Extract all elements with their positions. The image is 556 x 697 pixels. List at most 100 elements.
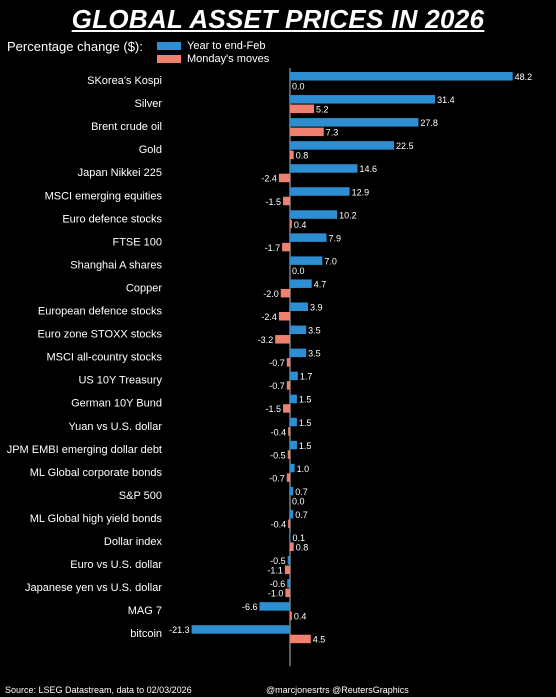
bar-year	[290, 256, 323, 265]
data-label-monday: -1.1	[267, 566, 283, 576]
data-label-year: 0.1	[292, 533, 305, 543]
category-label: Euro zone STOXX stocks	[37, 329, 162, 341]
data-label-year: -21.3	[169, 625, 190, 635]
data-label-monday: -2.4	[261, 174, 277, 184]
data-label-monday: -0.7	[269, 381, 285, 391]
data-label-year: 48.2	[515, 72, 533, 82]
bar-year	[290, 187, 350, 196]
bar-year	[290, 371, 298, 381]
category-label: German 10Y Bund	[71, 398, 162, 410]
bar-monday	[290, 634, 311, 644]
data-label-monday: 0.4	[294, 220, 307, 230]
bar-monday	[290, 611, 292, 621]
data-label-monday: 5.2	[316, 105, 329, 115]
data-label-monday: 7.3	[326, 128, 339, 138]
legend-swatch-monday	[157, 55, 181, 64]
data-label-year: 1.5	[299, 418, 312, 428]
category-label: Copper	[126, 282, 162, 294]
source-note: Source: LSEG Datastream, data to 02/03/2…	[5, 685, 192, 695]
data-label-year: -0.5	[270, 556, 286, 566]
bar-monday	[290, 150, 294, 160]
data-label-year: -0.6	[270, 579, 286, 589]
category-label: S&P 500	[119, 490, 162, 502]
data-label-year: 3.9	[310, 303, 323, 313]
category-label: Japanese yen vs U.S. dollar	[25, 582, 162, 594]
bar-monday	[286, 358, 290, 367]
bar-monday	[280, 288, 290, 298]
category-label: Japan Nikkei 225	[78, 167, 162, 179]
chart-subtitle: Percentage change ($):	[7, 39, 143, 54]
data-label-year: 27.8	[420, 118, 438, 128]
data-label-monday: -0.7	[269, 473, 285, 483]
bar-monday	[290, 104, 315, 114]
bar-year	[290, 72, 513, 81]
data-label-monday: -2.0	[263, 289, 279, 299]
category-label: Shanghai A shares	[70, 259, 162, 271]
data-label-monday: -1.5	[266, 404, 282, 414]
bar-monday	[286, 473, 290, 482]
bar-year	[259, 602, 290, 611]
category-label: Gold	[139, 144, 162, 156]
data-label-monday: -0.4	[271, 427, 287, 437]
data-label-year: 10.2	[339, 210, 357, 220]
category-label: Euro vs U.S. dollar	[70, 559, 162, 571]
bar-year	[290, 440, 297, 450]
bar-year	[290, 233, 327, 242]
data-label-monday: 0.4	[294, 612, 307, 622]
legend-label-year: Year to end-Feb	[187, 40, 266, 52]
data-label-monday: -1.7	[265, 243, 281, 253]
data-label-monday: 4.5	[313, 635, 326, 645]
data-label-monday: -2.4	[261, 312, 277, 322]
data-label-monday: -0.4	[271, 519, 287, 529]
bar-year	[290, 325, 307, 335]
data-label-year: 3.5	[308, 326, 321, 336]
data-label-year: 1.5	[299, 395, 312, 405]
data-label-year: 1.0	[297, 464, 310, 474]
legend-item-year: Year to end-Feb	[157, 40, 265, 52]
bar-year	[290, 95, 436, 104]
data-label-monday: -1.5	[266, 197, 282, 207]
bar-monday	[285, 588, 290, 598]
data-label-monday: -1.0	[268, 589, 284, 599]
bar-year	[290, 302, 309, 311]
bar-monday	[287, 450, 290, 459]
data-label-monday: 0.0	[292, 496, 305, 506]
bar-monday	[275, 335, 290, 344]
bar-year	[290, 279, 312, 288]
category-label: bitcoin	[130, 628, 162, 640]
data-label-monday: 0.0	[292, 82, 305, 92]
bar-monday	[286, 381, 290, 390]
category-label: European defence stocks	[38, 306, 163, 318]
data-label-year: 31.4	[437, 95, 455, 105]
chart-title: GLOBAL ASSET PRICES IN 2026	[71, 4, 485, 34]
bar-year	[290, 141, 394, 150]
data-label-year: 3.5	[308, 349, 321, 359]
category-label: SKorea's Kospi	[87, 75, 162, 87]
bar-year	[191, 625, 290, 634]
data-label-year: 0.7	[295, 510, 308, 520]
bar-monday	[283, 196, 290, 206]
category-label: MSCI all-country stocks	[46, 352, 162, 364]
legend-label-monday: Monday's moves	[187, 53, 270, 65]
legend-swatch-year	[157, 42, 181, 51]
bar-year	[290, 417, 297, 427]
category-label: Brent crude oil	[91, 121, 162, 133]
data-label-year: 0.7	[295, 487, 308, 497]
bar-year	[290, 118, 419, 127]
credit-note: @marcjonesrtrs @ReutersGraphics	[266, 685, 409, 695]
bar-monday	[290, 219, 292, 229]
data-label-monday: -3.2	[258, 335, 274, 345]
bar-monday	[283, 404, 290, 413]
category-label: ML Global high yield bonds	[30, 513, 163, 525]
data-label-year: 1.5	[299, 441, 312, 451]
data-label-monday: -0.5	[270, 450, 286, 460]
bar-monday	[288, 519, 290, 528]
bar-monday	[290, 127, 324, 137]
data-label-year: 4.7	[314, 279, 327, 289]
bar-year	[287, 579, 290, 588]
data-label-year: 22.5	[396, 141, 414, 151]
data-label-monday: 0.0	[292, 266, 305, 276]
bar-year	[290, 463, 295, 473]
bar-monday	[278, 173, 290, 183]
